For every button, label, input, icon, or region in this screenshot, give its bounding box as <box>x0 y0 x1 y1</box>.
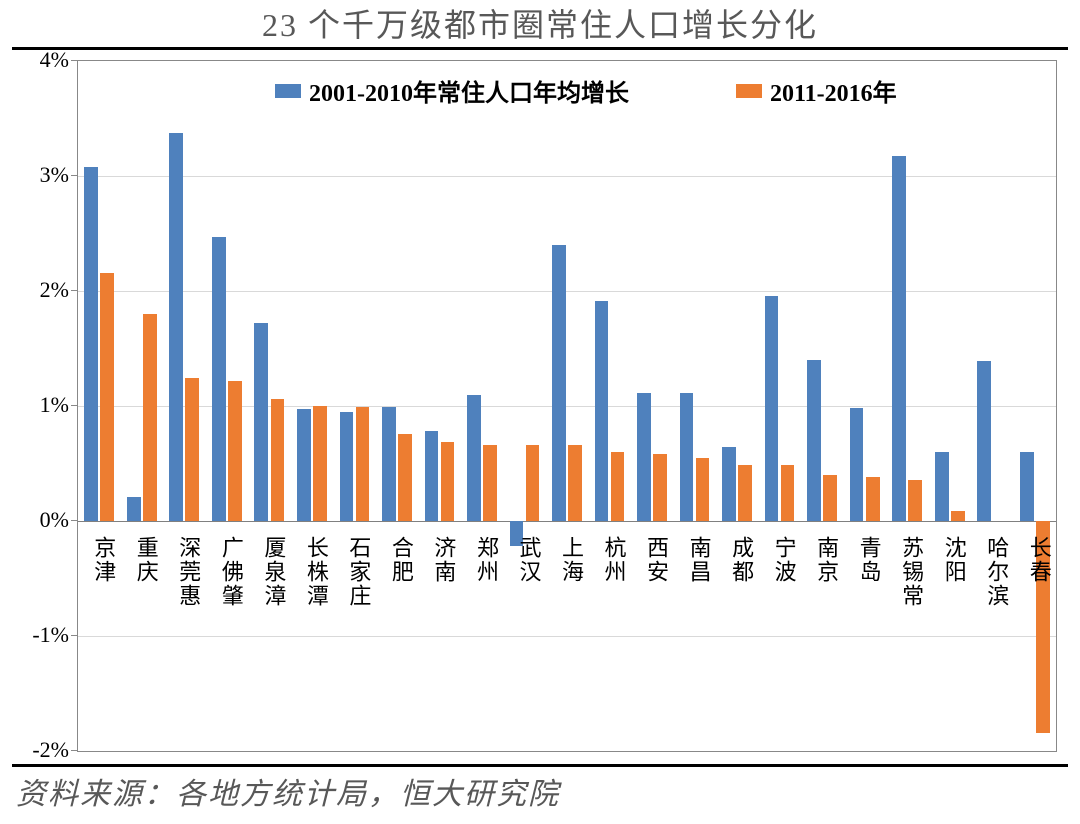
bar-2011-2016-18 <box>866 477 880 521</box>
bar-2011-2016-2 <box>185 378 199 521</box>
bar-2011-2016-11 <box>568 445 582 521</box>
bar-2001-2010-20 <box>935 452 949 521</box>
y-tick <box>71 290 77 291</box>
y-tick-label: 0% <box>19 507 69 533</box>
bar-2001-2010-21 <box>977 361 991 521</box>
y-tick <box>71 405 77 406</box>
y-tick-label: 1% <box>19 392 69 418</box>
x-tick-label: 宁波 <box>768 536 800 584</box>
source-text: 资料来源：各地方统计局，恒大研究院 <box>16 769 560 813</box>
bar-2001-2010-1 <box>127 497 141 521</box>
bar-2011-2016-5 <box>313 406 327 521</box>
x-tick-label: 京津 <box>87 536 119 584</box>
y-tick <box>71 750 77 751</box>
gridline <box>78 176 1056 177</box>
bar-2011-2016-16 <box>781 465 795 521</box>
x-tick-label: 南昌 <box>683 536 715 584</box>
gridline <box>78 636 1056 637</box>
x-tick-label: 郑州 <box>470 536 502 584</box>
bar-2001-2010-9 <box>467 395 481 522</box>
bar-2011-2016-3 <box>228 381 242 521</box>
bar-2001-2010-2 <box>169 133 183 521</box>
y-tick-label: 2% <box>19 277 69 303</box>
bar-2011-2016-7 <box>398 434 412 521</box>
legend-item-series1: 2001-2010年常住人口年均增长 <box>275 73 629 108</box>
x-tick-label: 济南 <box>427 536 459 584</box>
bar-2001-2010-8 <box>425 431 439 521</box>
bar-2011-2016-0 <box>100 273 114 521</box>
bar-2011-2016-10 <box>526 445 540 521</box>
y-tick <box>71 60 77 61</box>
bar-2001-2010-3 <box>212 237 226 521</box>
bar-2011-2016-12 <box>611 452 625 521</box>
x-tick-label: 厦泉漳 <box>257 536 289 608</box>
x-tick-label: 武汉 <box>512 536 544 584</box>
bar-2011-2016-6 <box>356 407 370 521</box>
bar-2001-2010-18 <box>850 408 864 521</box>
x-tick-label: 上海 <box>555 536 587 584</box>
bar-2001-2010-14 <box>680 393 694 521</box>
bar-2001-2010-17 <box>807 360 821 521</box>
x-tick-label: 杭州 <box>598 536 630 584</box>
page: 23 个千万级都市圈常住人口增长分化 -2% -1% 0% 1% 2% 3% 4% 京津重庆… <box>0 0 1080 824</box>
bar-2001-2010-13 <box>637 393 651 521</box>
y-tick <box>71 520 77 521</box>
x-tick-label: 哈尔滨 <box>980 536 1012 608</box>
chart-title: 23 个千万级都市圈常住人口增长分化 <box>0 0 1080 46</box>
plot-area <box>77 60 1057 752</box>
y-tick-label: 4% <box>19 47 69 73</box>
bar-2011-2016-17 <box>823 475 837 521</box>
y-tick-label: -2% <box>19 737 69 763</box>
x-tick-label: 深莞惠 <box>172 536 204 608</box>
bar-2001-2010-4 <box>254 323 268 521</box>
legend-item-series2: 2011-2016年 <box>736 73 897 108</box>
legend-label-series2: 2011-2016年 <box>770 73 897 108</box>
x-tick-label: 长春 <box>1023 536 1055 584</box>
legend-label-series1: 2001-2010年常住人口年均增长 <box>309 73 629 108</box>
y-tick-label: 3% <box>19 162 69 188</box>
bar-2001-2010-19 <box>892 156 906 521</box>
x-tick-label: 苏锡常 <box>895 536 927 608</box>
y-tick <box>71 175 77 176</box>
bar-2001-2010-0 <box>84 167 98 521</box>
bar-2011-2016-4 <box>271 399 285 521</box>
bar-2011-2016-9 <box>483 445 497 521</box>
bar-2001-2010-16 <box>765 296 779 521</box>
x-tick-label: 青岛 <box>853 536 885 584</box>
x-tick-label: 重庆 <box>130 536 162 584</box>
bar-2011-2016-15 <box>738 465 752 521</box>
x-tick-label: 石家庄 <box>342 536 374 608</box>
bar-2001-2010-12 <box>595 301 609 521</box>
bar-2011-2016-13 <box>653 454 667 521</box>
bar-2011-2016-8 <box>441 442 455 521</box>
x-tick-label: 南京 <box>810 536 842 584</box>
bar-2011-2016-14 <box>696 458 710 521</box>
x-tick-label: 广佛肇 <box>215 536 247 608</box>
x-tick-label: 长株潭 <box>300 536 332 608</box>
bar-2011-2016-19 <box>908 480 922 521</box>
zero-gridline <box>78 521 1056 522</box>
bar-2001-2010-11 <box>552 245 566 521</box>
x-tick-label: 沈阳 <box>938 536 970 584</box>
x-tick-label: 成都 <box>725 536 757 584</box>
x-tick-label: 合肥 <box>385 536 417 584</box>
x-tick-label: 西安 <box>640 536 672 584</box>
bar-2001-2010-22 <box>1020 452 1034 521</box>
legend-swatch-series1 <box>275 84 301 98</box>
bar-2001-2010-7 <box>382 407 396 521</box>
bar-2001-2010-6 <box>340 412 354 521</box>
bar-2001-2010-15 <box>722 447 736 521</box>
y-tick <box>71 635 77 636</box>
legend-swatch-series2 <box>736 84 762 98</box>
bar-2011-2016-20 <box>951 511 965 521</box>
bar-2001-2010-5 <box>297 409 311 521</box>
bar-2011-2016-1 <box>143 314 157 521</box>
y-tick-label: -1% <box>19 622 69 648</box>
